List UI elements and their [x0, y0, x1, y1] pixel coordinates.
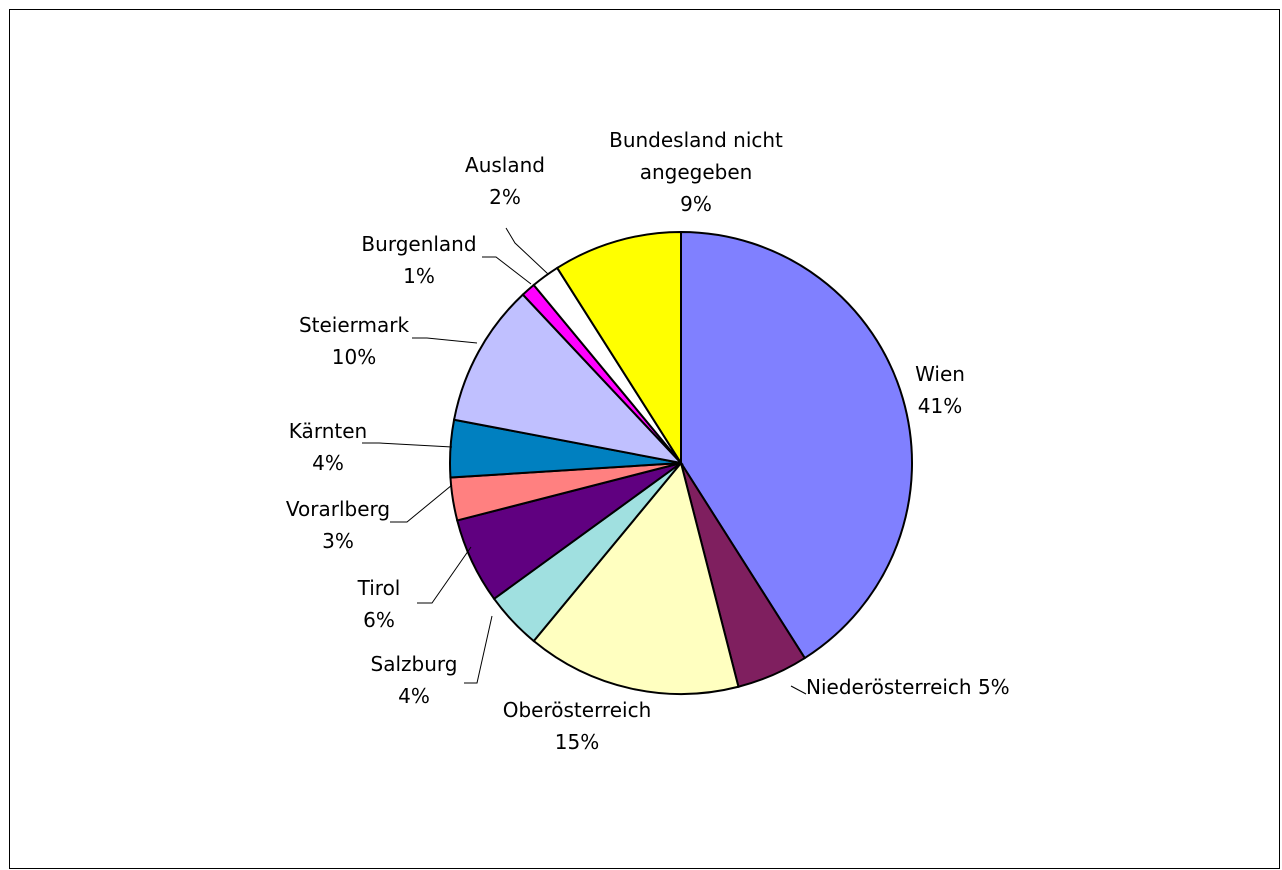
slice-label-line: Steiermark [299, 313, 410, 337]
slice-label-line: Tirol [357, 576, 401, 600]
slice-label-line: 41% [918, 394, 962, 418]
slice-label-line: Kärnten [289, 419, 367, 443]
slice-label-line: 10% [332, 345, 376, 369]
slice-label-line: 4% [398, 684, 430, 708]
pie-slice-oberösterreich [532, 460, 740, 695]
pie-slice-steiermark [452, 293, 684, 465]
slice-label-line: Wien [915, 362, 965, 386]
leader-line-steiermark [412, 337, 478, 344]
pie-slice-wien [680, 230, 913, 660]
slice-label-line: Oberösterreich [503, 698, 652, 722]
slice-label-tirol: Tirol 6% [357, 576, 401, 632]
slice-label-bundesland-nicht-angegeben: Bundesland nicht angegeben 9% [609, 128, 783, 216]
leader-line-vorarlberg [390, 484, 453, 523]
slice-label-ausland: Ausland 2% [465, 153, 545, 209]
slice-label-niederösterreich: Niederösterreich 5% [806, 675, 1010, 699]
slice-label-line: 9% [680, 192, 712, 216]
leader-lines [362, 227, 807, 695]
slice-label-line: 3% [322, 529, 354, 553]
slice-label-line: Salzburg [371, 652, 458, 676]
slice-label-line: 6% [363, 608, 395, 632]
slice-labels: Wien 41% Niederösterreich 5% Oberösterreich… [286, 128, 1010, 754]
pie-slices [449, 230, 913, 695]
slice-label-line: 4% [312, 451, 344, 475]
slice-label-salzburg: Salzburg 4% [371, 652, 458, 708]
slice-label-line: Niederösterreich 5% [806, 675, 1010, 699]
leader-line-ausland [505, 227, 549, 275]
slice-label-vorarlberg: Vorarlberg 3% [286, 497, 390, 553]
slice-label-line: Burgenland [361, 232, 476, 256]
leader-line-burgenland [482, 256, 532, 285]
slice-label-wien: Wien 41% [915, 362, 965, 418]
slice-label-line: angegeben [640, 160, 753, 184]
slice-label-line: Ausland [465, 153, 545, 177]
leader-line-niederösterreich [790, 685, 807, 695]
pie-slice-bundesland-nicht-angegeben [555, 230, 682, 467]
slice-label-steiermark: Steiermark 10% [299, 313, 410, 369]
slice-label-line: Bundesland nicht [609, 128, 783, 152]
leader-line-salzburg [464, 615, 493, 684]
leader-line-tirol [417, 546, 472, 604]
slice-label-burgenland: Burgenland 1% [361, 232, 476, 288]
chart-area: Wien 41% Niederösterreich 5% Oberösterreich… [9, 9, 1280, 869]
slice-label-line: Vorarlberg [286, 497, 390, 521]
slice-label-line: 2% [489, 185, 521, 209]
slice-label-line: 15% [555, 730, 599, 754]
leader-line-kärnten [362, 442, 453, 448]
pie-chart: Wien 41% Niederösterreich 5% Oberösterreich… [286, 128, 1010, 754]
slice-label-oberösterreich: Oberösterreich 15% [503, 698, 652, 754]
slice-label-line: 1% [403, 264, 435, 288]
slice-label-kärnten: Kärnten 4% [289, 419, 367, 475]
